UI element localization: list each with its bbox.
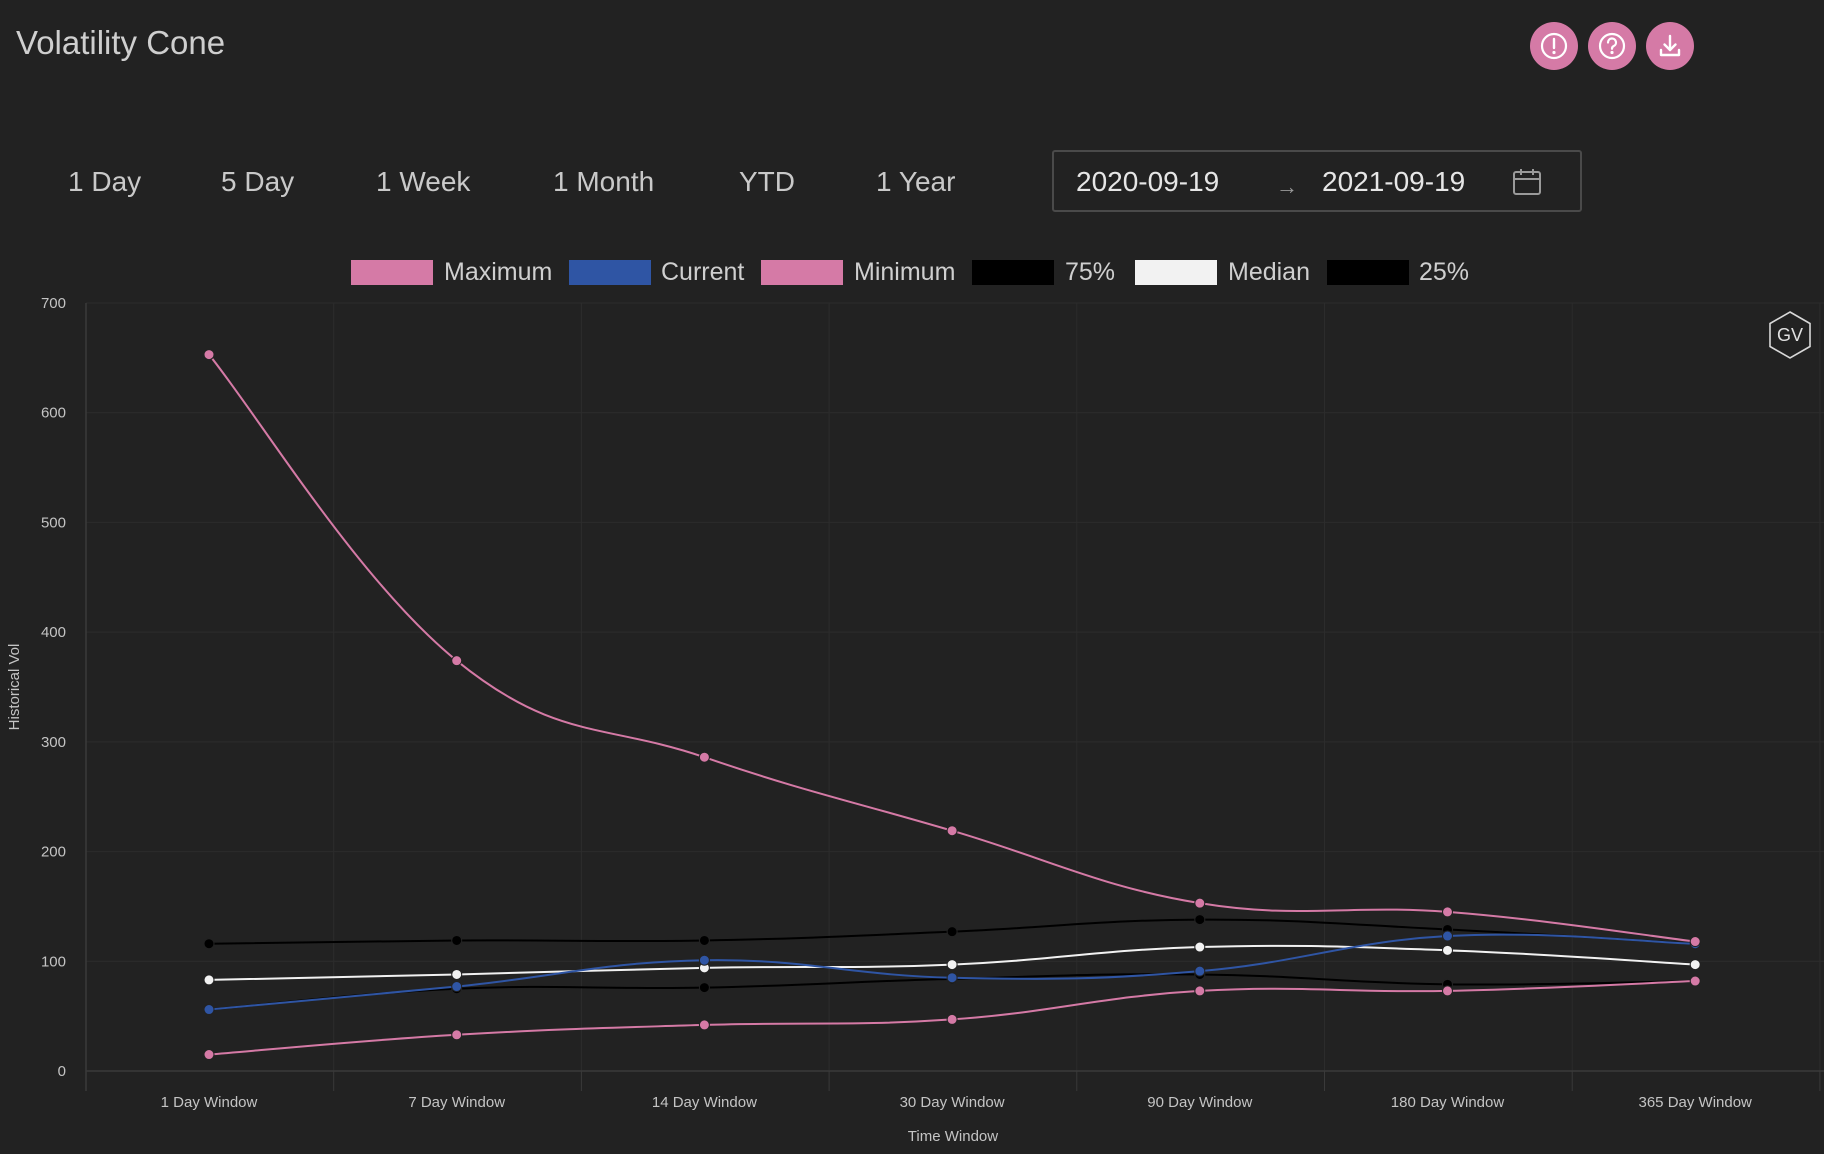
y-tick-label: 500 (41, 514, 66, 531)
data-point-maximum (1689, 936, 1701, 948)
gv-logo-text: GV (1777, 325, 1803, 345)
legend-label-25: 25% (1419, 258, 1470, 286)
tab-1-day[interactable]: 1 Day (68, 166, 142, 197)
alert-icon (1540, 32, 1568, 60)
y-tick-label: 600 (41, 405, 66, 422)
legend-swatch-maximum (351, 260, 433, 285)
legend-swatch-25 (1327, 260, 1409, 285)
legend-label-median: Median (1228, 258, 1310, 286)
help-icon (1598, 32, 1626, 60)
y-tick-label: 200 (41, 844, 66, 861)
data-point-current (1194, 965, 1206, 977)
help-button[interactable] (1588, 22, 1636, 70)
legend-label-maximum: Maximum (444, 258, 553, 286)
data-point-maximum (1442, 906, 1453, 918)
data-point-75 (1194, 914, 1206, 926)
data-point-median (451, 968, 463, 980)
y-tick-label: 0 (58, 1063, 66, 1080)
date-separator-arrow: → (1276, 174, 1298, 199)
y-tick-label: 400 (41, 624, 66, 641)
data-point-median (1442, 944, 1453, 956)
data-point-current (451, 981, 463, 993)
data-point-75 (203, 938, 215, 950)
data-point-maximum (203, 349, 215, 361)
data-point-minimum (203, 1049, 215, 1061)
data-point-current (946, 972, 958, 984)
y-axis-title: Historical Vol (6, 644, 23, 731)
x-axis-title: Time Window (908, 1128, 998, 1145)
x-tick-label: 30 Day Window (900, 1094, 1005, 1111)
calendar-icon[interactable] (1512, 168, 1542, 196)
data-point-maximum (946, 825, 958, 837)
tab-1-week[interactable]: 1 Week (376, 166, 471, 197)
x-tick-label: 14 Day Window (652, 1094, 757, 1111)
x-tick-label: 180 Day Window (1391, 1094, 1505, 1111)
series-line-current (208, 933, 1696, 1011)
legend-swatch-minimum (761, 260, 843, 285)
x-tick-label: 1 Day Window (161, 1094, 258, 1111)
data-point-minimum (451, 1029, 463, 1041)
legend-swatch-median (1135, 260, 1217, 285)
data-point-minimum (1689, 975, 1701, 987)
download-button[interactable] (1646, 22, 1694, 70)
data-point-maximum (1194, 897, 1206, 909)
x-tick-label: 7 Day Window (408, 1094, 505, 1111)
data-point-median (203, 974, 215, 986)
data-point-75 (698, 934, 710, 946)
series-line-maximum (208, 353, 1696, 943)
data-point-minimum (698, 1019, 710, 1031)
data-point-current (1442, 930, 1453, 942)
legend-label-minimum: Minimum (854, 258, 956, 286)
legend-label-current: Current (661, 258, 745, 286)
tab-1-year[interactable]: 1 Year (876, 166, 956, 197)
data-point-minimum (946, 1013, 958, 1025)
legend-swatch-75 (972, 260, 1054, 285)
start-date-input[interactable]: 2020-09-19 (1076, 166, 1220, 197)
data-point-75 (946, 926, 958, 938)
gv-logo-badge: GV (1767, 310, 1813, 365)
y-tick-label: 300 (41, 734, 66, 751)
date-range-picker[interactable]: 2020-09-19 → 2021-09-19 (1052, 150, 1582, 212)
tab-1-month[interactable]: 1 Month (553, 166, 655, 197)
alert-button[interactable] (1530, 22, 1578, 70)
end-date-input[interactable]: 2021-09-19 (1322, 166, 1466, 197)
data-point-current (698, 954, 710, 966)
data-point-minimum (1442, 985, 1453, 997)
data-point-current (203, 1004, 215, 1016)
data-point-maximum (451, 655, 463, 667)
data-point-75 (451, 934, 463, 946)
data-point-25 (698, 982, 710, 994)
y-tick-label: 100 (41, 953, 66, 970)
page-title: Volatility Cone (16, 24, 226, 61)
download-icon (1659, 34, 1681, 57)
tab-ytd[interactable]: YTD (739, 166, 795, 197)
x-tick-label: 365 Day Window (1639, 1094, 1753, 1111)
data-point-median (1194, 941, 1206, 953)
y-tick-label: 700 (41, 295, 66, 312)
legend-swatch-current (569, 260, 651, 285)
x-tick-label: 90 Day Window (1147, 1094, 1252, 1111)
legend-label-75: 75% (1065, 258, 1116, 286)
data-point-minimum (1194, 985, 1206, 997)
tab-5-day[interactable]: 5 Day (221, 166, 295, 197)
data-point-maximum (698, 751, 710, 763)
data-point-median (1689, 959, 1701, 971)
data-point-median (946, 959, 958, 971)
